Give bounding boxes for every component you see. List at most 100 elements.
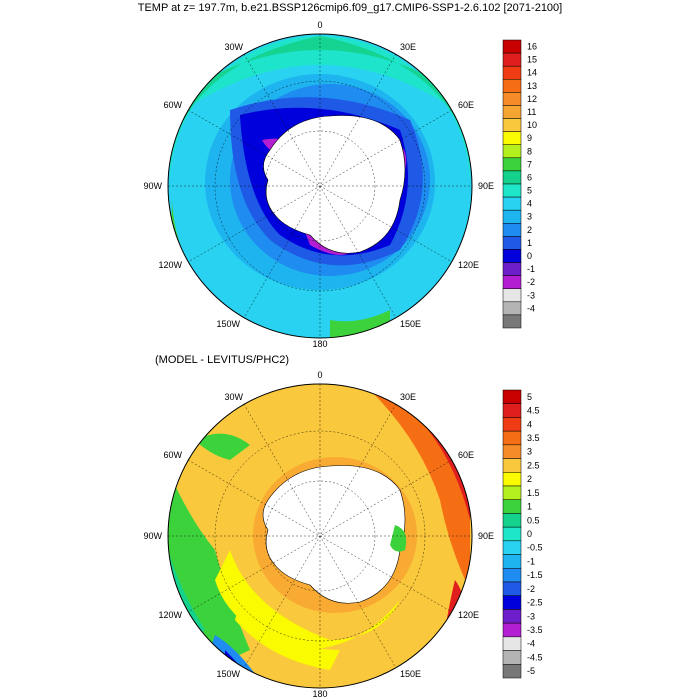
difference-panel-title: (MODEL - LEVITUS/PHC2): [155, 354, 290, 366]
temperature-map-panel: 0 30E 60E 90E 120E 150E 180 150W 120W 90…: [143, 20, 537, 349]
plot-title: TEMP at z= 197.7m, b.e21.BSSP126cmip6.f0…: [137, 2, 563, 14]
colorbar-swatch: [502, 301, 522, 316]
lon-label: 120W: [158, 260, 182, 270]
lon-label: 180: [312, 689, 327, 699]
colorbar-label: -1.5: [527, 570, 543, 580]
colorbar-swatch: [502, 581, 522, 596]
colorbar-swatch: [502, 389, 522, 404]
colorbar-swatch: [502, 595, 522, 610]
colorbar-label: 9: [527, 133, 532, 143]
colorbar-swatch: [502, 131, 522, 145]
lon-label: 60W: [163, 450, 182, 460]
colorbar-swatch: [502, 403, 522, 418]
colorbar-label: -2.5: [527, 598, 543, 608]
colorbar-swatch: [502, 314, 522, 329]
colorbar-label: 13: [527, 81, 537, 91]
colorbar-label: -4: [527, 303, 535, 313]
colorbar-label: 10: [527, 120, 537, 130]
colorbar-label: 4: [527, 199, 532, 209]
colorbar-swatch: [502, 170, 522, 185]
colorbar-swatch: [502, 430, 522, 446]
colorbar-label: -3.5: [527, 625, 543, 635]
colorbar-swatch: [502, 609, 522, 624]
colorbar-swatch: [502, 526, 522, 542]
colorbar-label: -3: [527, 290, 535, 300]
colorbar-label: 2.5: [527, 460, 540, 470]
colorbar-label: -1: [527, 556, 535, 566]
colorbar-swatch: [502, 262, 522, 276]
lon-label: 180: [312, 339, 327, 349]
lon-label: 150W: [216, 319, 240, 329]
lon-label: 60E: [458, 450, 474, 460]
colorbar-swatch: [502, 39, 522, 54]
colorbar-label: 0: [527, 529, 532, 539]
colorbar-swatch: [502, 664, 522, 679]
colorbar-label: -3: [527, 611, 535, 621]
colorbar-label: 1: [527, 502, 532, 512]
colorbar-swatch: [502, 485, 522, 500]
colorbar-swatch: [502, 118, 522, 132]
colorbar-label: -5: [527, 666, 535, 676]
lon-label: 150W: [216, 669, 240, 679]
colorbar-swatch: [502, 622, 522, 638]
colorbar-label: 12: [527, 94, 537, 104]
graticule: [168, 384, 472, 688]
colorbar-label: 1: [527, 238, 532, 248]
colorbar-swatch: [502, 458, 522, 473]
graticule: [168, 34, 472, 338]
colorbar-label: 0.5: [527, 515, 540, 525]
colorbar-label: 0: [527, 251, 532, 261]
colorbar-swatch: [502, 236, 522, 250]
lon-label: 90E: [478, 531, 494, 541]
colorbar-swatch: [502, 144, 522, 159]
colorbar-label: 7: [527, 159, 532, 169]
lon-label: 150E: [400, 669, 421, 679]
colorbar-swatch: [502, 636, 522, 651]
colorbar-label: 2: [527, 474, 532, 484]
colorbar-swatch: [502, 52, 522, 67]
colorbar-label: 6: [527, 172, 532, 182]
lon-label: 30E: [400, 42, 416, 52]
colorbar-swatch: [502, 554, 522, 569]
colorbar-label: -0.5: [527, 543, 543, 553]
lon-label: 90W: [143, 181, 162, 191]
lon-label: 150E: [400, 319, 421, 329]
lon-label: 0: [317, 370, 322, 380]
colorbar-label: 3: [527, 212, 532, 222]
lon-label: 60E: [458, 100, 474, 110]
colorbar-swatch: [502, 444, 522, 459]
lon-label: 120E: [458, 610, 479, 620]
colorbar-swatch: [502, 650, 522, 665]
colorbar-swatch: [502, 417, 522, 432]
lon-label: 30W: [224, 392, 243, 402]
colorbar-label: -4.5: [527, 652, 543, 662]
colorbar-label: 4: [527, 419, 532, 429]
difference-map-panel: 0 30E 60E 90E 120E 150E 180 150W 120W 90…: [143, 370, 543, 699]
colorbar-label: 2: [527, 225, 532, 235]
lon-label: 120E: [458, 260, 479, 270]
colorbar-label: 4.5: [527, 406, 540, 416]
colorbar-label: 16: [527, 42, 537, 52]
colorbar-label: -2: [527, 584, 535, 594]
colorbar-swatch: [502, 472, 522, 487]
colorbar-swatch: [502, 209, 522, 224]
lon-label: 90E: [478, 181, 494, 191]
colorbar-label: 8: [527, 146, 532, 156]
colorbar-swatch: [502, 513, 522, 528]
colorbar: 5 4.5 4 3.5 3 2.5 2 1.5 1 0.5 0 -0.5 -1 -1.5 -2 -2.5 -3 -…: [502, 389, 543, 679]
colorbar-label: 3.5: [527, 433, 540, 443]
colorbar-swatch: [502, 223, 522, 237]
colorbar-label: 15: [527, 55, 537, 65]
colorbar-swatch: [502, 157, 522, 172]
colorbar-swatch: [502, 105, 522, 119]
colorbar-swatch: [502, 79, 522, 93]
lon-label: 30E: [400, 392, 416, 402]
colorbar-label: 14: [527, 68, 537, 78]
colorbar-label: 5: [527, 186, 532, 196]
colorbar-swatch: [502, 65, 522, 80]
lon-label: 0: [317, 20, 322, 30]
colorbar-swatch: [502, 288, 522, 303]
colorbar-swatch: [502, 275, 522, 289]
colorbar-swatch: [502, 196, 522, 211]
